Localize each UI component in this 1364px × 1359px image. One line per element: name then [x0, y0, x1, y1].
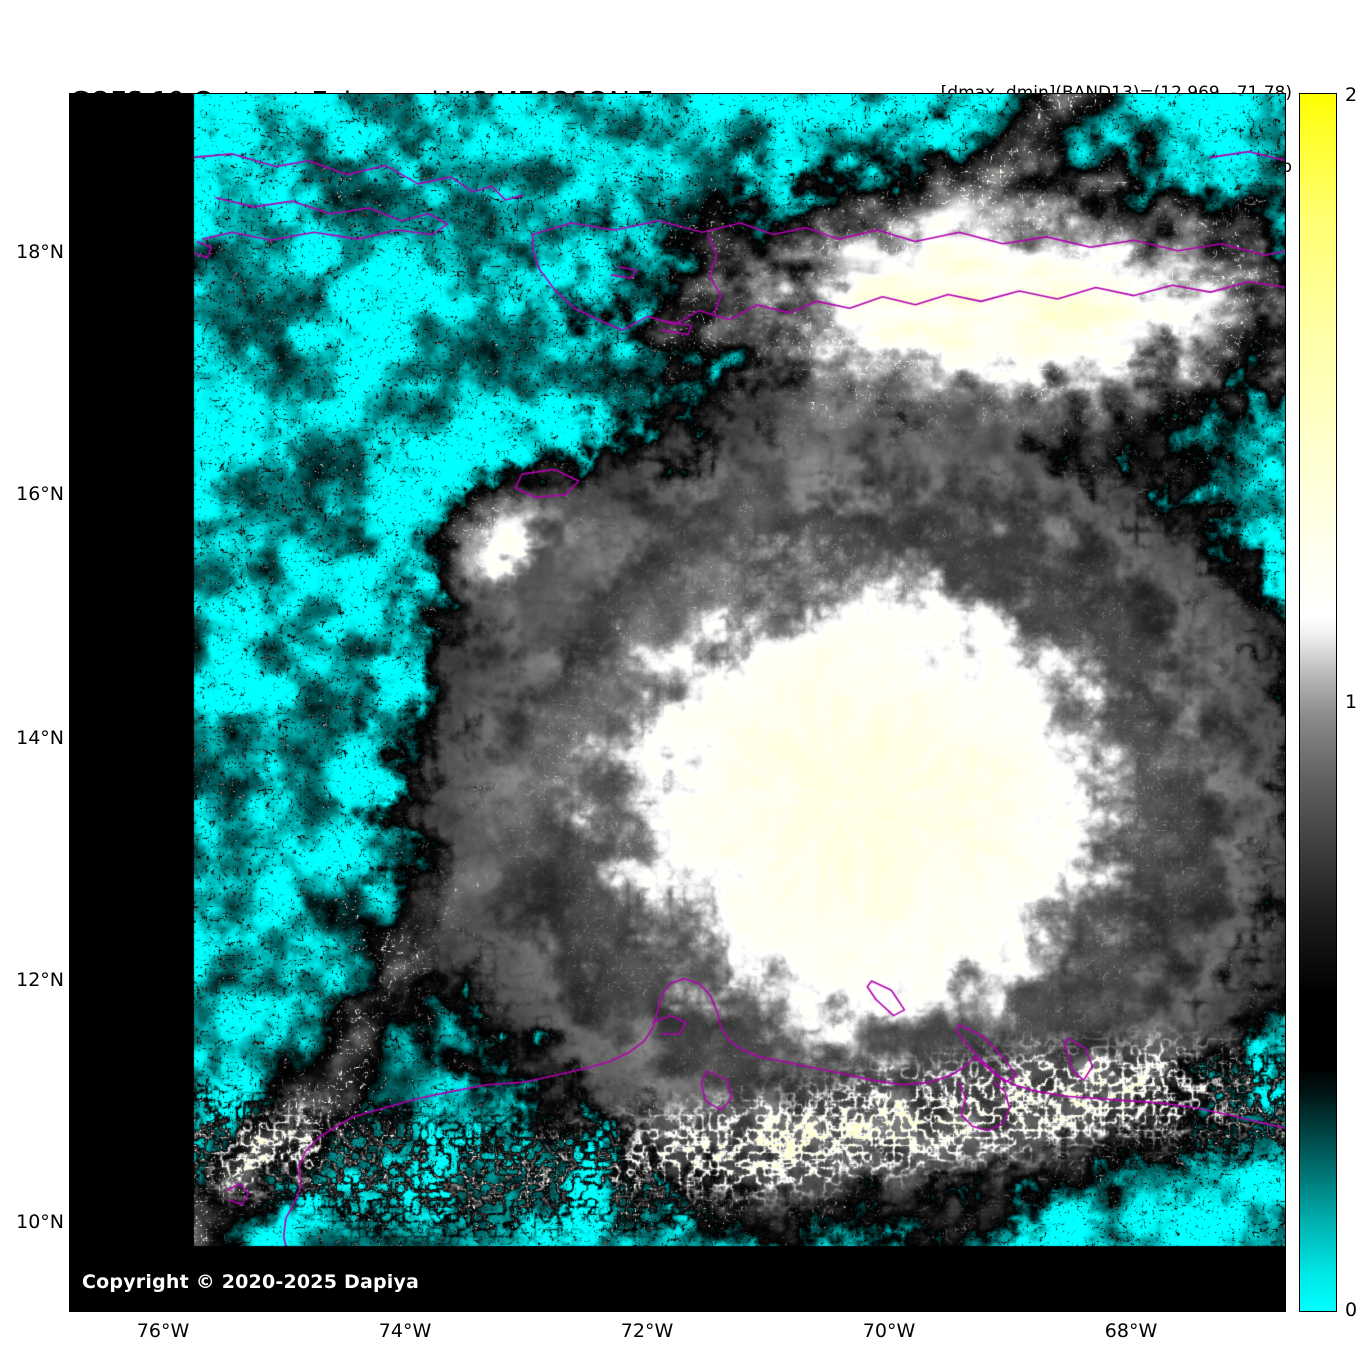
- latitude-tick-label: 10°N: [16, 1211, 64, 1233]
- colorbar-tick-label: 1: [1345, 691, 1358, 713]
- satellite-image-plot[interactable]: Copyright © 2020-2025 Dapiya: [69, 93, 1286, 1312]
- colorbar[interactable]: [1299, 93, 1337, 1312]
- longitude-tick-label: 76°W: [136, 1320, 190, 1342]
- longitude-tick-label: 74°W: [378, 1320, 432, 1342]
- satellite-imagery-canvas: [70, 94, 1285, 1311]
- longitude-tick-label: 72°W: [620, 1320, 674, 1342]
- latitude-tick-label: 14°N: [16, 727, 64, 749]
- latitude-tick-label: 12°N: [16, 969, 64, 991]
- colorbar-tick-label: 0: [1345, 1299, 1358, 1321]
- latitude-tick-label: 18°N: [16, 241, 64, 263]
- latitude-tick-label: 16°N: [16, 483, 64, 505]
- longitude-tick-label: 70°W: [862, 1320, 916, 1342]
- longitude-tick-label: 68°W: [1104, 1320, 1158, 1342]
- copyright-label: Copyright © 2020-2025 Dapiya: [82, 1271, 420, 1293]
- colorbar-tick-label: 2: [1345, 84, 1358, 106]
